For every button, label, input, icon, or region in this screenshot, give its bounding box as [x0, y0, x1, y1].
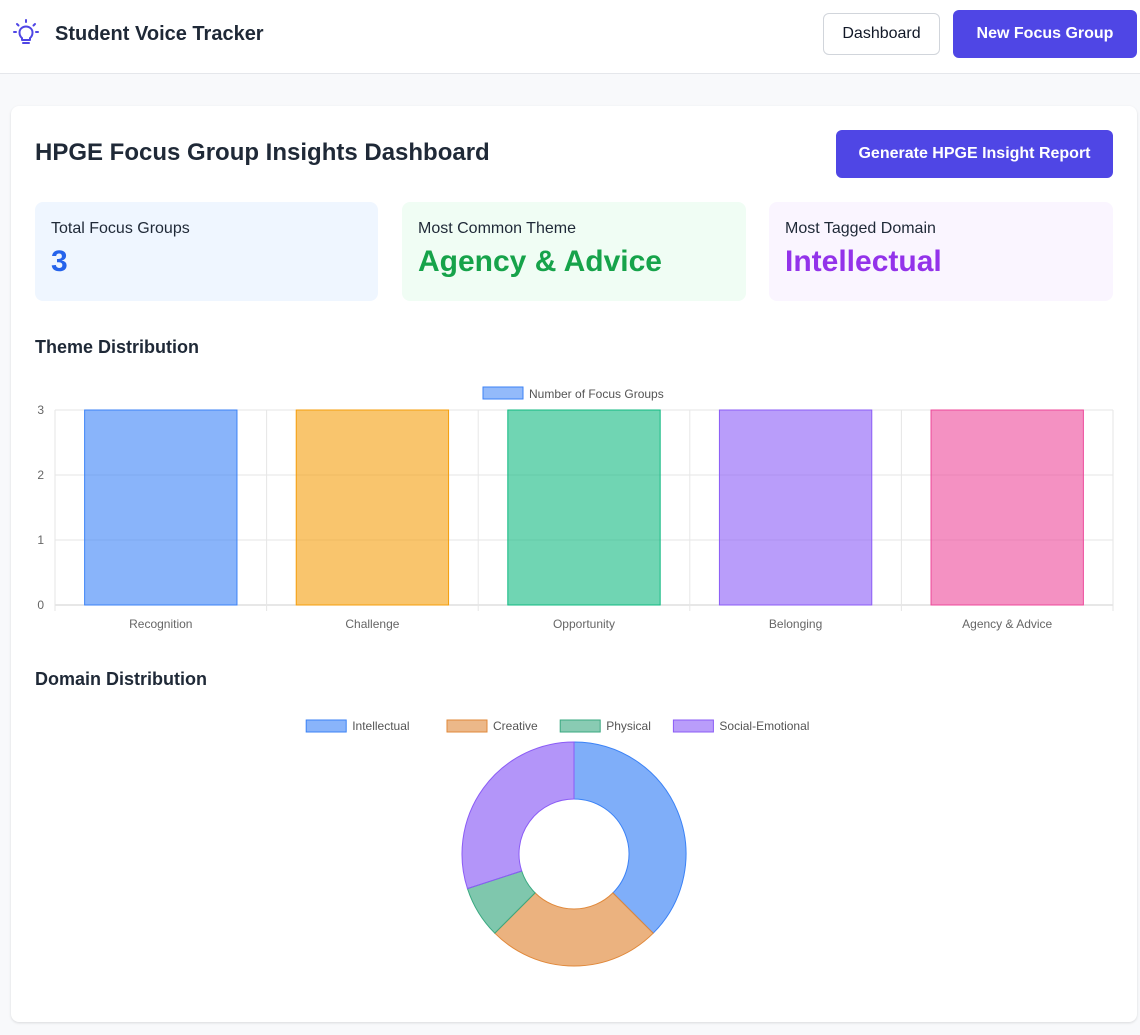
legend-label: Physical [606, 719, 651, 733]
slice-creative [494, 892, 654, 967]
x-tick-label: Challenge [345, 617, 399, 631]
top-navbar: Student Voice Tracker Dashboard New Focu… [0, 0, 1140, 74]
x-tick-label: Opportunity [553, 617, 615, 631]
new-focus-group-button[interactable]: New Focus Group [953, 10, 1137, 58]
lightbulb-icon [12, 18, 40, 51]
stat-label: Total Focus Groups [51, 220, 190, 237]
stat-value: 3 [51, 245, 68, 278]
generate-report-button[interactable]: Generate HPGE Insight Report [836, 130, 1113, 178]
legend-label: Creative [493, 719, 538, 733]
page-title: HPGE Focus Group Insights Dashboard [35, 139, 490, 166]
stat-card-most-tagged-domain: Most Tagged Domain Intellectual [769, 202, 1113, 301]
x-tick-label: Belonging [769, 617, 822, 631]
stat-value: Intellectual [785, 245, 942, 278]
legend-swatch [672, 719, 714, 733]
stat-value: Agency & Advice [418, 245, 662, 278]
y-tick-label: 0 [37, 598, 44, 612]
bar-challenge [295, 409, 450, 606]
y-tick-label: 1 [37, 533, 44, 547]
slice-intellectual [573, 741, 687, 934]
brand: Student Voice Tracker [12, 18, 264, 51]
bar-recognition [84, 409, 238, 606]
legend-swatch [446, 719, 488, 733]
legend-swatch [559, 719, 601, 733]
legend-label: Social-Emotional [719, 719, 809, 733]
x-tick-label: Recognition [129, 617, 192, 631]
x-tick-label: Agency & Advice [962, 617, 1052, 631]
stat-label: Most Tagged Domain [785, 220, 936, 237]
legend-label: Intellectual [352, 719, 409, 733]
theme-distribution-title: Theme Distribution [35, 337, 200, 357]
bar-belonging [718, 409, 873, 606]
domain-distribution-title: Domain Distribution [35, 669, 207, 689]
y-tick-label: 2 [37, 468, 44, 482]
stat-label: Most Common Theme [418, 220, 576, 237]
legend-swatch [482, 386, 524, 400]
bar-agency-advice [930, 409, 1084, 606]
bar-opportunity [507, 409, 661, 606]
app-title: Student Voice Tracker [55, 22, 264, 45]
legend-swatch [305, 719, 347, 733]
legend-label: Number of Focus Groups [529, 387, 664, 401]
stat-card-total-focus-groups: Total Focus Groups 3 [35, 202, 378, 301]
y-tick-label: 3 [37, 403, 44, 417]
dashboard-button[interactable]: Dashboard [823, 13, 940, 55]
slice-social-emotional [461, 741, 575, 890]
stat-card-most-common-theme: Most Common Theme Agency & Advice [402, 202, 746, 301]
